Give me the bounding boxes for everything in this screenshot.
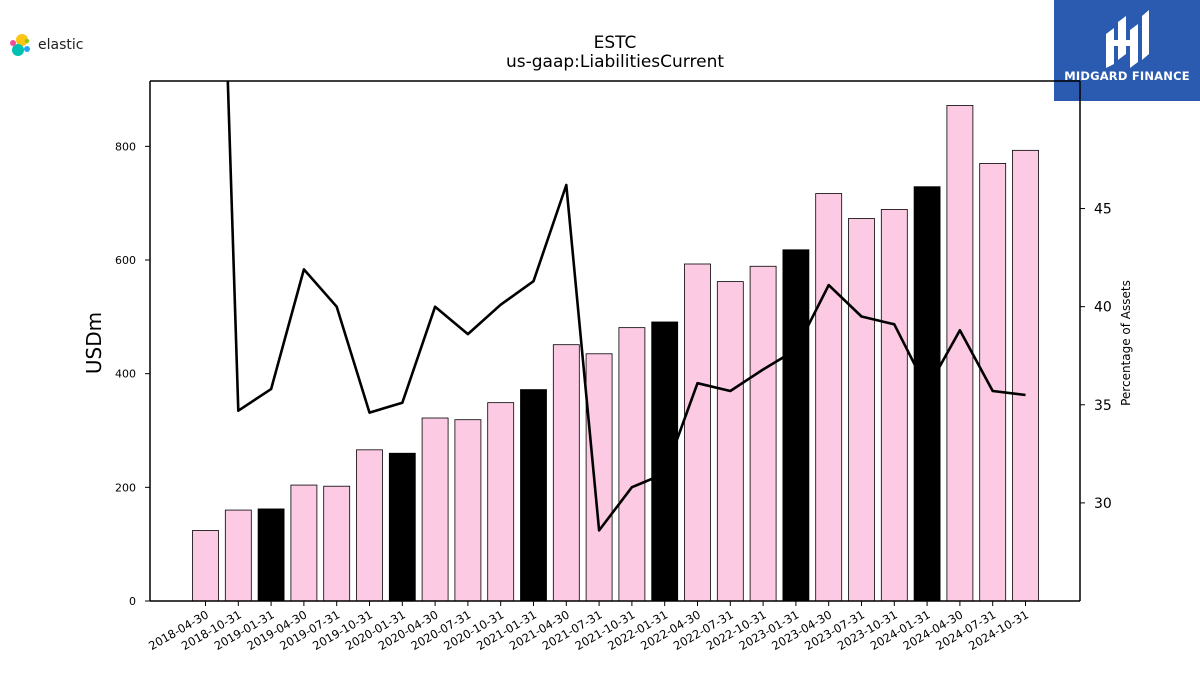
bar-2023-04-30 [815, 193, 843, 602]
bar-2019-10-31 [356, 449, 383, 602]
bar-2022-04-30 [684, 263, 711, 602]
bar-2023-10-31 [880, 209, 908, 602]
bar-2021-01-31 [520, 389, 547, 602]
bar-2020-07-31 [454, 419, 482, 602]
bar-2020-01-31 [388, 452, 416, 602]
chart-title-metric: us-gaap:LiabilitiesCurrent [505, 52, 725, 72]
midgard-logo-icon [1106, 10, 1149, 68]
y2-axis-label: Percentage of Assets [1119, 280, 1133, 406]
bar-2024-07-31 [979, 163, 1007, 602]
bar-2020-04-30 [421, 417, 449, 602]
bar-2021-04-30 [552, 344, 580, 602]
bar-2024-01-31 [913, 186, 941, 602]
y-tick-label: 800 [115, 140, 136, 153]
bar-2023-07-31 [848, 218, 875, 602]
y-tick-label: 600 [115, 254, 136, 267]
elastic-logo-text: elastic [38, 37, 84, 53]
bar-2021-10-31 [618, 327, 646, 602]
midgard-logo-text: MIDGARD FINANCE [1064, 69, 1190, 83]
y2-tick-label: 40 [1094, 300, 1112, 316]
bar-2020-10-31 [487, 402, 515, 602]
y2-tick-label: 35 [1094, 398, 1112, 414]
bar-2022-07-31 [716, 281, 744, 602]
bar-2019-04-30 [290, 484, 318, 602]
bars-layer [192, 105, 1039, 602]
elastic-logo: elastic [8, 32, 83, 58]
bar-2022-10-31 [749, 265, 777, 602]
line-layer [226, 81, 1026, 532]
y-tick-label: 200 [115, 481, 136, 494]
elastic-logo-icon [10, 34, 30, 56]
bar-2018-04-30 [192, 530, 219, 602]
y-tick-label: 0 [129, 595, 136, 608]
bar-2019-01-31 [257, 508, 285, 602]
bar-2023-01-31 [782, 249, 810, 602]
chart-title-ticker: ESTC [593, 33, 637, 53]
y2-tick-label: 45 [1094, 202, 1112, 218]
bar-2022-01-31 [651, 321, 679, 602]
percentage-of-assets-line [226, 81, 1026, 532]
midgard-finance-logo: MIDGARD FINANCE [1054, 0, 1200, 101]
bar-2024-10-31 [1012, 149, 1039, 602]
y-tick-label: 400 [115, 368, 136, 381]
bar-2018-10-31 [224, 509, 252, 602]
bar-2019-07-31 [323, 485, 351, 602]
bar-2021-07-31 [585, 353, 613, 602]
y-axis-label: USDm [82, 312, 106, 374]
axes-layer [149, 80, 1081, 602]
y2-tick-label: 30 [1094, 496, 1112, 512]
bar-2024-04-30 [946, 105, 974, 602]
